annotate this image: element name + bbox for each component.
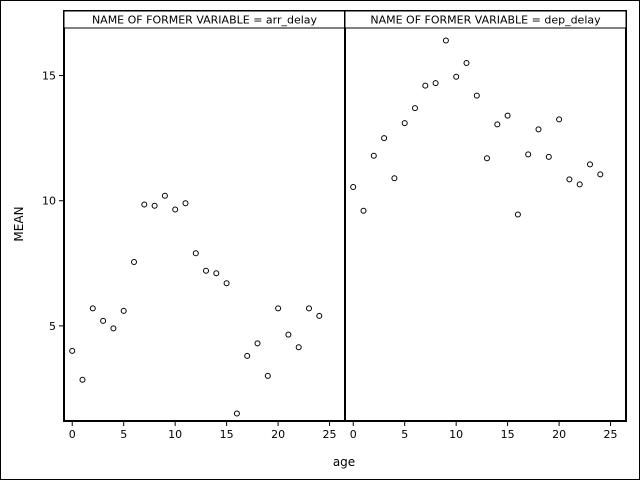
data-point [484,155,490,162]
data-point [535,126,542,133]
points-group [69,192,323,417]
data-point [69,347,76,354]
data-point [213,270,220,277]
data-point [306,305,312,312]
x-axis-label: age [333,455,355,469]
y-axis-label: MEAN [12,206,26,241]
data-point [494,121,501,128]
data-point [203,267,209,274]
data-point [254,340,261,347]
data-point [316,312,323,319]
x-tick-label: 10 [168,428,182,441]
data-point [182,200,189,207]
strip-header [344,10,627,29]
data-point [545,153,552,160]
x-tick-label: 25 [323,428,337,441]
panel-arr-delay: NAME OF FORMER VARIABLE = arr_delay [63,10,346,422]
data-point [172,206,179,213]
y-axis: 5 10 15 [42,70,64,333]
data-point [442,37,449,44]
data-point [525,151,532,158]
points-group [350,37,604,218]
data-point [381,135,388,142]
data-point [350,184,357,190]
panel-border [344,10,627,422]
data-point [285,331,292,338]
data-point [453,73,460,80]
x-axis: 0 5 10 15 20 25 0 5 10 15 20 25 [69,421,618,441]
strip-label: NAME OF FORMER VARIABLE = dep_delay [370,14,601,27]
data-point [275,305,282,312]
panel-dep-delay: NAME OF FORMER VARIABLE = dep_delay [344,10,627,422]
data-point [576,181,583,188]
x-tick-label: 0 [350,428,357,441]
x-tick-label: 15 [501,428,515,441]
y-tick-label: 5 [49,320,56,333]
data-point [566,176,573,183]
data-point [79,376,86,383]
data-point [473,92,480,99]
data-point [412,105,418,112]
x-tick-label: 20 [552,428,566,441]
x-tick-label: 20 [271,428,285,441]
data-point [120,307,127,314]
x-tick-label: 15 [220,428,234,441]
data-point [422,82,429,89]
data-point [401,120,408,127]
data-point [556,116,563,123]
data-point [141,201,148,208]
data-point [463,60,470,66]
data-point [233,410,240,417]
x-tick-label: 0 [69,428,76,441]
data-point [100,317,107,324]
data-point [504,112,511,119]
data-point [161,192,168,199]
data-point [192,250,199,257]
data-point [244,352,251,359]
data-point [391,175,398,182]
y-tick-label: 15 [42,70,56,83]
x-tick-label: 25 [604,428,618,441]
data-point [514,211,521,218]
data-point [587,161,593,168]
data-point [264,372,271,379]
data-point [432,80,439,87]
data-point [110,325,117,332]
x-tick-label: 10 [449,428,463,441]
x-tick-label: 5 [120,428,127,441]
data-point [370,152,377,159]
strip-label: NAME OF FORMER VARIABLE = arr_delay [92,14,318,27]
y-tick-label: 10 [42,195,56,208]
data-point [151,202,158,209]
data-point [89,305,96,312]
data-point [360,207,367,214]
data-point [223,280,230,287]
data-point [131,259,137,265]
data-point [295,344,302,351]
data-point [597,171,604,178]
panel-border [63,10,346,422]
x-tick-label: 5 [401,428,408,441]
